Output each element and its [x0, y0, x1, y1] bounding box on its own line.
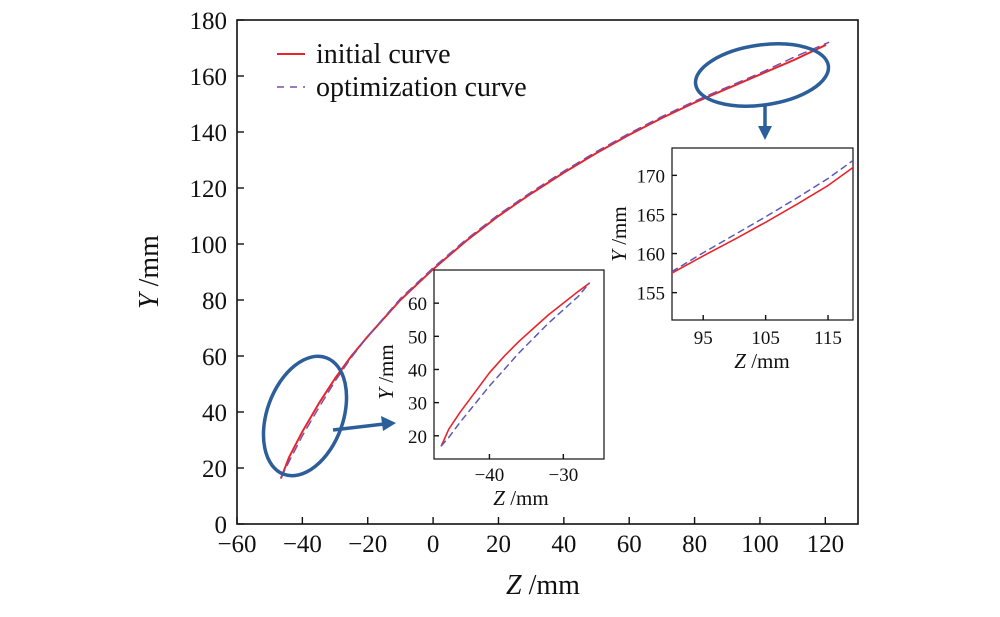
- inset-high-y-tick-label: 170: [637, 166, 666, 187]
- main-series-initial-curve: [280, 44, 827, 479]
- inset-plot-high: 95 105 115 155 160 165 170 Z /mm Y /mm: [607, 147, 854, 373]
- inset-low-frame: [433, 269, 605, 460]
- inset-low-background: [434, 270, 604, 459]
- main-y-tick-label: 20: [202, 456, 227, 483]
- inset-low-y-tick-label: 60: [408, 294, 427, 315]
- legend-label-optimization-curve: optimization curve: [316, 72, 527, 103]
- main-y-tick-label: 180: [190, 8, 228, 35]
- main-x-tick-label: 100: [741, 531, 779, 558]
- inset-low-series-layer: [440, 282, 591, 447]
- main-x-tick-label: 40: [551, 531, 576, 558]
- main-y-axis-label: Y /mm: [134, 235, 165, 309]
- inset-high-series-layer: [672, 159, 853, 274]
- inset-high-x-tick-label: 105: [751, 328, 780, 349]
- inset-low-x-tick-label: −40: [475, 465, 505, 486]
- zoom-arrow-low-head: [381, 416, 396, 431]
- inset-high-series-optimization-curve: [672, 159, 853, 273]
- zoom-arrow-low-shaft: [332, 422, 385, 432]
- zoom-ellipse-high: [693, 42, 831, 108]
- main-series-optimization-curve: [280, 41, 830, 479]
- inset-low-y-tick-label: 50: [408, 327, 427, 348]
- inset-high-ticks: 95 105 115 155 160 165 170: [637, 166, 842, 349]
- zoom-annotations: [261, 42, 831, 478]
- legend-label-initial-curve: initial curve: [316, 39, 451, 70]
- inset-high-series-initial-curve: [672, 166, 853, 274]
- main-x-axis-label: Z /mm: [506, 570, 580, 601]
- main-y-tick-label: 120: [190, 176, 228, 203]
- main-x-tick-label: 60: [617, 531, 642, 558]
- main-series-layer: [280, 41, 830, 479]
- inset-high-frame: [671, 147, 854, 321]
- inset-high-y-tick-label: 165: [637, 205, 666, 226]
- inset-high-y-tick-label: 155: [637, 284, 666, 305]
- inset-low-x-tick-label: −30: [548, 465, 578, 486]
- inset-low-y-axis-label: Y /mm: [374, 344, 398, 399]
- main-x-tick-label: −60: [217, 531, 256, 558]
- inset-low-ticks: −40 −30 20 30 40 50 60: [408, 294, 578, 486]
- main-y-tick-label: 60: [202, 344, 227, 371]
- main-y-tick-label: 0: [215, 512, 228, 539]
- inset-low-series-initial-curve: [440, 282, 591, 447]
- main-x-tick-label: 120: [807, 531, 845, 558]
- inset-high-y-tick-label: 160: [637, 245, 666, 266]
- main-plot: −60 −40 −20 0 20 40 60 80 100 120 0 20 40 60 80 100 120 1…: [134, 8, 859, 601]
- main-y-tick-label: 100: [190, 232, 228, 259]
- inset-low-y-tick-label: 20: [408, 427, 427, 448]
- inset-low-x-axis-label: Z /mm: [493, 486, 548, 510]
- inset-high-x-axis-label: Z /mm: [734, 349, 789, 373]
- main-x-tick-label: −40: [283, 531, 322, 558]
- main-x-tick-label: −20: [348, 531, 387, 558]
- inset-high-x-tick-label: 115: [814, 328, 842, 349]
- main-y-tick-label: 160: [190, 64, 228, 91]
- main-x-tick-label: 80: [682, 531, 707, 558]
- inset-low-y-tick-label: 40: [408, 360, 427, 381]
- main-y-tick-label: 140: [190, 120, 228, 147]
- inset-high-background: [672, 148, 853, 320]
- inset-high-y-axis-label: Y /mm: [607, 206, 631, 261]
- inset-low-series-optimization-curve: [440, 282, 590, 447]
- main-plot-frame: [236, 19, 859, 525]
- main-ticks: −60 −40 −20 0 20 40 60 80 100 120 0 20 40 60 80 100 120 1…: [190, 8, 845, 558]
- inset-plot-low: −40 −30 20 30 40 50 60 Z /mm Y /mm: [374, 269, 605, 510]
- inset-low-y-tick-label: 30: [408, 394, 427, 415]
- zoom-arrow-high-head: [758, 126, 772, 140]
- main-x-tick-label: 0: [427, 531, 440, 558]
- legend: initial curve optimization curve: [277, 39, 527, 103]
- main-x-tick-label: 20: [486, 531, 511, 558]
- main-y-tick-label: 80: [202, 288, 227, 315]
- main-y-tick-label: 40: [202, 400, 227, 427]
- inset-high-x-tick-label: 95: [694, 328, 713, 349]
